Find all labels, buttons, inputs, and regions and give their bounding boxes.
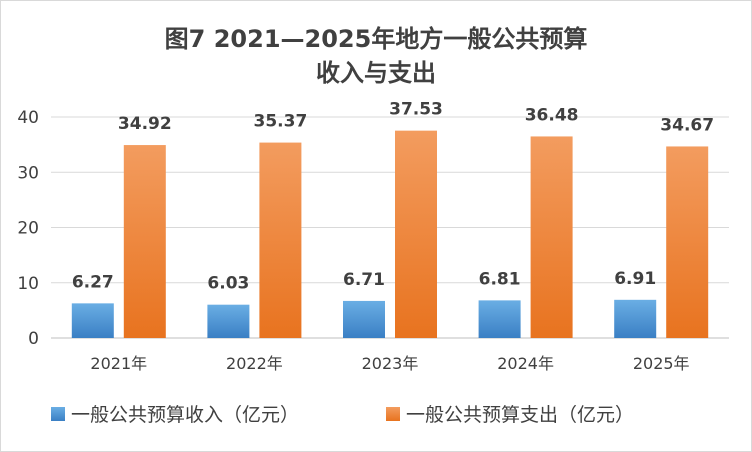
data-label-expenditure: 35.37 [254, 112, 308, 132]
legend-label-expenditure: 一般公共预算支出（亿元） [406, 404, 634, 426]
chart-title-line1: 图7 2021—2025年地方一般公共预算 [165, 25, 588, 53]
y-tick-label: 30 [17, 163, 39, 183]
data-label-revenue: 6.91 [614, 269, 656, 289]
bar-revenue [343, 300, 385, 338]
legend: 一般公共预算收入（亿元） 一般公共预算支出（亿元） [51, 404, 634, 426]
x-tick-label: 2025年 [633, 354, 690, 373]
x-tick-label: 2022年 [226, 354, 283, 373]
bar-revenue [614, 299, 657, 338]
legend-swatch-expenditure [386, 407, 400, 421]
x-tick-label: 2024年 [497, 354, 554, 373]
chart-title-line2: 收入与支出 [316, 59, 436, 87]
legend-label-revenue: 一般公共预算收入（亿元） [71, 404, 299, 426]
bar-expenditure [530, 136, 573, 338]
y-tick-label: 40 [17, 108, 39, 128]
data-label-revenue: 6.03 [207, 274, 249, 294]
y-tick-label: 20 [17, 219, 39, 239]
bar-expenditure [259, 142, 302, 338]
data-labels: 6.27 34.92 6.03 35.37 6.71 37.53 6.81 36.48 6.91… [72, 100, 714, 294]
data-label-expenditure: 34.92 [118, 114, 172, 134]
bar-expenditure [395, 130, 437, 338]
x-tick-label: 2023年 [362, 354, 419, 373]
bar-expenditure [666, 146, 709, 338]
legend-swatch-revenue [51, 407, 65, 421]
bar-expenditure [123, 145, 166, 338]
data-label-revenue: 6.81 [479, 269, 521, 289]
data-label-expenditure: 34.67 [660, 115, 714, 135]
bar-revenue [478, 300, 521, 338]
x-tick-label: 2021年 [90, 354, 147, 373]
y-axis-ticks: 0 10 20 30 40 [17, 108, 39, 349]
data-label-expenditure: 37.53 [389, 100, 443, 120]
bar-revenue [207, 304, 250, 338]
bars [71, 130, 709, 338]
x-axis-labels: 2021年 2022年 2023年 2024年 2025年 [90, 354, 689, 373]
data-label-expenditure: 36.48 [525, 105, 579, 125]
y-tick-label: 10 [17, 274, 39, 294]
data-label-revenue: 6.27 [72, 272, 114, 292]
y-tick-label: 0 [28, 329, 39, 349]
data-label-revenue: 6.71 [343, 270, 385, 290]
bar-revenue [71, 303, 114, 338]
